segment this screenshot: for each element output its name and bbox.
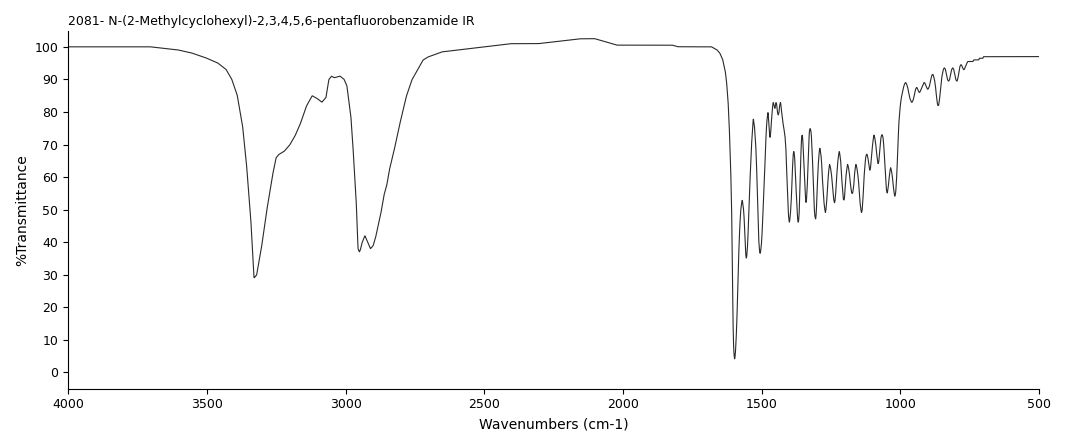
X-axis label: Wavenumbers (cm-1): Wavenumbers (cm-1)	[479, 417, 628, 431]
Text: 2081- N-(2-Methylcyclohexyl)-2,3,4,5,6-pentafluorobenzamide IR: 2081- N-(2-Methylcyclohexyl)-2,3,4,5,6-p…	[68, 15, 474, 28]
Y-axis label: %Transmittance: %Transmittance	[15, 154, 29, 265]
